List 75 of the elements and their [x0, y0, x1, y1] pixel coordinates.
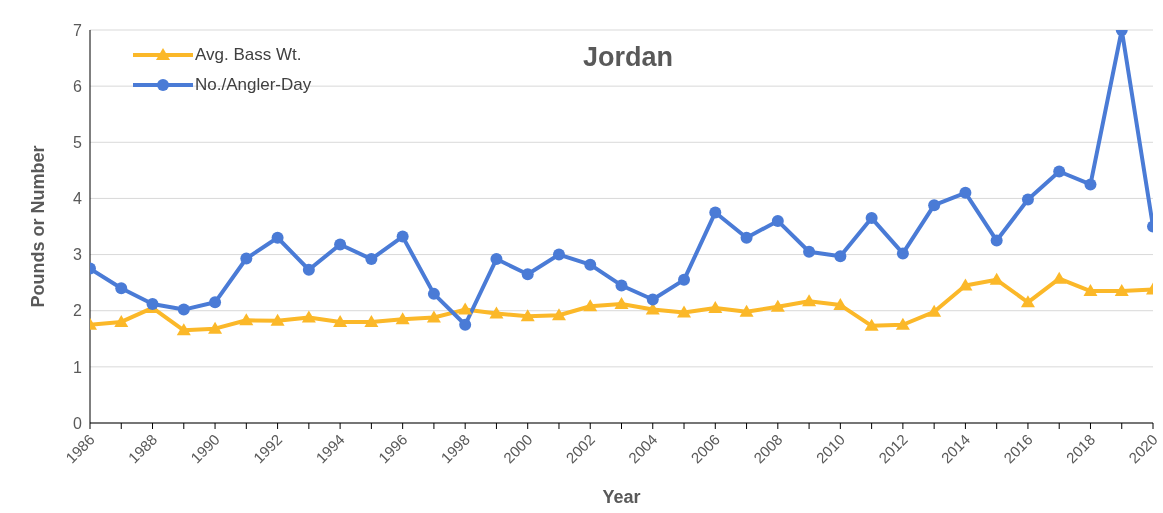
point [895, 317, 910, 330]
point [834, 250, 847, 263]
legend-label: Avg. Bass Wt. [195, 45, 302, 65]
point [1020, 295, 1035, 308]
point [177, 303, 190, 316]
point [1021, 193, 1034, 206]
point [864, 318, 879, 331]
point [364, 314, 379, 327]
point [1053, 165, 1066, 178]
point [990, 234, 1003, 247]
point [771, 214, 784, 227]
point [489, 306, 504, 319]
x-axis-title: Year [602, 487, 641, 507]
point [209, 296, 222, 309]
point [708, 300, 723, 313]
point [959, 186, 972, 199]
point [833, 298, 848, 311]
point [334, 238, 347, 251]
y-tick-label: 6 [73, 77, 83, 95]
point [1083, 284, 1098, 297]
point [490, 253, 503, 266]
point [521, 268, 534, 281]
point [459, 318, 472, 331]
point [927, 304, 942, 317]
point [271, 231, 284, 244]
point [614, 296, 629, 309]
chart-title: Jordan [582, 42, 674, 73]
point [646, 293, 659, 306]
point [958, 278, 973, 291]
point [865, 212, 878, 225]
y-tick-label: 4 [73, 190, 83, 208]
point [520, 309, 535, 322]
y-tick-label: 5 [73, 133, 83, 151]
point [114, 314, 129, 327]
point [584, 258, 597, 271]
y-tick-label: 1 [73, 358, 83, 376]
point [208, 321, 223, 334]
point [615, 279, 628, 292]
point [928, 199, 941, 212]
point [739, 304, 754, 317]
point [740, 231, 753, 244]
legend-label: No./Angler-Day [195, 75, 312, 95]
y-tick-label: 0 [73, 414, 83, 432]
point [677, 305, 692, 318]
point [802, 294, 817, 307]
point [395, 312, 410, 325]
point [427, 287, 440, 300]
point [115, 282, 128, 295]
point [1084, 178, 1097, 191]
point [1052, 271, 1067, 284]
point [302, 263, 315, 276]
point [989, 272, 1004, 285]
y-axis-title: Pounds or Number [28, 145, 49, 308]
y-tick-label: 3 [73, 246, 83, 264]
y-tick-label: 2 [73, 302, 83, 320]
point [896, 247, 909, 260]
point [551, 308, 566, 321]
point [803, 245, 816, 258]
point [1114, 284, 1129, 297]
point [458, 302, 473, 315]
y-tick-label: 7 [73, 21, 83, 39]
point [270, 313, 285, 326]
point [176, 323, 191, 336]
point [396, 230, 409, 243]
point [365, 253, 378, 266]
point [552, 248, 565, 261]
point [426, 310, 441, 323]
point [770, 299, 785, 312]
point [301, 310, 316, 323]
point [678, 273, 691, 286]
point [709, 206, 722, 219]
point [333, 314, 348, 327]
point [239, 313, 254, 326]
point [240, 252, 253, 265]
point [583, 299, 598, 312]
